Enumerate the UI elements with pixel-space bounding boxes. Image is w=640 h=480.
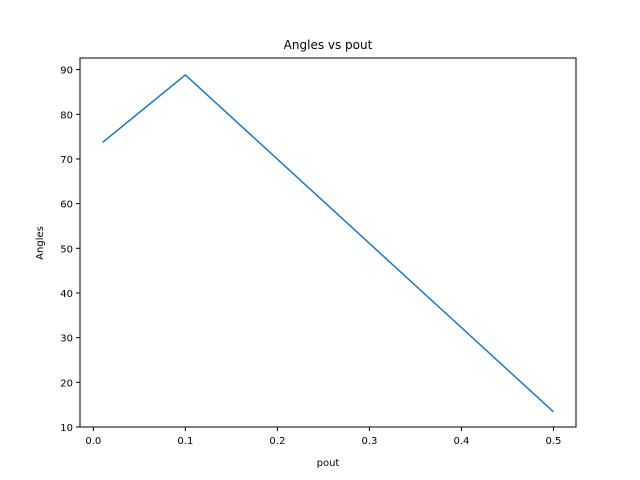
x-tick-label: 0.2 [269, 436, 285, 447]
x-tick-label: 0.5 [546, 436, 562, 447]
x-tick-label: 0.1 [177, 436, 193, 447]
plot-frame [79, 57, 577, 428]
x-tick-label: 0.0 [85, 436, 101, 447]
y-tick-label: 40 [60, 289, 73, 300]
y-tick-label: 50 [60, 244, 73, 255]
y-tick-label: 70 [60, 155, 73, 166]
y-tick-label: 60 [60, 200, 73, 211]
y-tick-label: 30 [60, 334, 73, 345]
series-line [102, 74, 554, 413]
x-tick-label: 0.3 [361, 436, 377, 447]
y-tick-label: 80 [60, 110, 73, 121]
chart-title: Angles vs pout [284, 38, 373, 52]
x-axis-label: pout [317, 458, 340, 469]
y-tick-label: 10 [60, 423, 73, 434]
x-axis-ticks: 0.0 0.1 0.2 0.3 0.4 0.5 [85, 427, 561, 447]
y-tick-label: 90 [60, 66, 73, 77]
x-tick-label: 0.4 [453, 436, 469, 447]
y-axis-label: Angles [35, 226, 46, 260]
y-axis-ticks: 10 20 30 40 50 60 70 80 90 [60, 66, 80, 434]
plot-series [102, 74, 554, 413]
y-tick-label: 20 [60, 378, 73, 389]
